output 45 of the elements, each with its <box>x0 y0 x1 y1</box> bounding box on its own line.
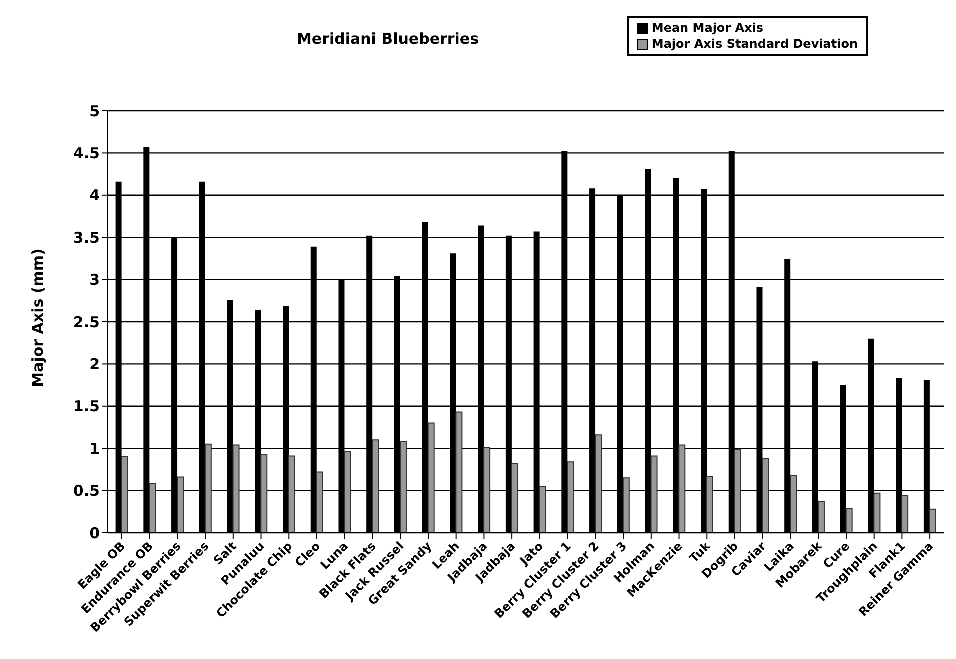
y-tick-label: 3.5 <box>73 228 100 247</box>
legend-label: Mean Major Axis <box>652 20 764 36</box>
y-axis-title: Major Axis (mm) <box>29 248 47 388</box>
y-tick-label: 4 <box>90 186 100 205</box>
bar <box>706 476 714 533</box>
y-tick-label: 1 <box>90 440 100 458</box>
bar <box>428 422 435 533</box>
bar <box>567 462 574 533</box>
y-tick-label: 1.5 <box>73 398 100 416</box>
bar <box>484 447 491 533</box>
bar <box>372 440 380 533</box>
bar <box>260 454 268 533</box>
y-tick-label: 5 <box>90 102 100 120</box>
bar <box>539 486 546 533</box>
bar <box>902 495 909 533</box>
y-tick-label: 3 <box>90 271 100 290</box>
bar <box>177 476 184 533</box>
bar <box>595 434 602 533</box>
bar <box>762 458 770 533</box>
bar <box>678 444 686 533</box>
bar <box>400 441 407 533</box>
bar <box>121 456 128 533</box>
bar <box>204 444 212 533</box>
bar <box>874 492 881 533</box>
bar <box>344 451 352 533</box>
bar <box>511 463 518 533</box>
bar <box>818 501 825 533</box>
y-tick-label: 2.5 <box>73 313 100 332</box>
legend-label: Major Axis Standard Deviation <box>652 36 858 52</box>
bar <box>622 478 630 533</box>
y-tick-label: 0 <box>90 524 100 542</box>
bar <box>456 412 463 533</box>
y-tick-label: 4.5 <box>73 144 100 163</box>
bar <box>734 448 742 533</box>
chart-title: Meridiani Blueberries <box>296 30 480 48</box>
bar <box>316 472 324 533</box>
bar <box>929 508 936 533</box>
bar <box>790 475 798 533</box>
y-tick-label: 0.5 <box>73 482 100 500</box>
y-tick-label: 2 <box>90 356 100 374</box>
bar <box>650 456 658 533</box>
bar <box>288 456 296 533</box>
bar <box>846 508 853 533</box>
bar <box>149 484 156 533</box>
bar <box>232 444 240 533</box>
